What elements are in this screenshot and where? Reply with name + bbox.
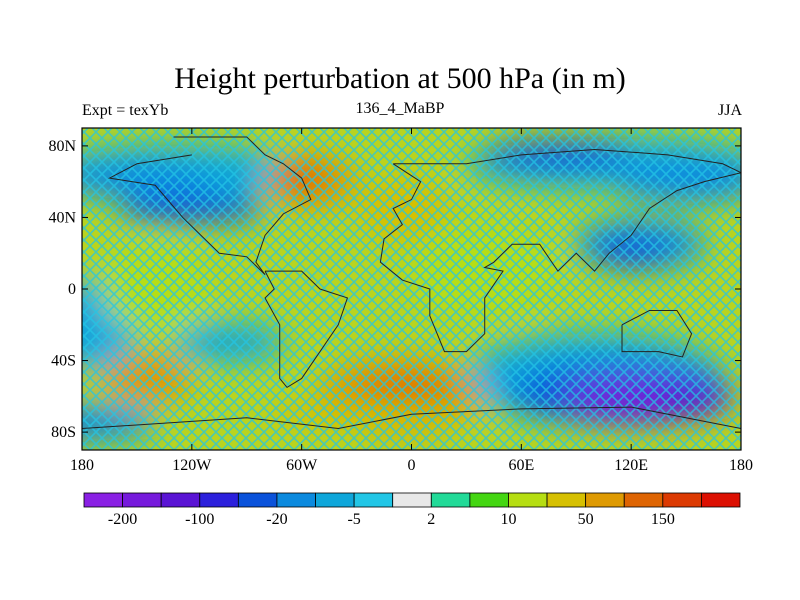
y-tick-label: 80S xyxy=(51,424,76,441)
field-hatching xyxy=(82,128,741,450)
period-label: 136_4_MaBP xyxy=(355,100,445,117)
colorbar-box xyxy=(315,492,355,508)
coastline xyxy=(621,309,693,358)
colorbar-label: 150 xyxy=(651,511,675,528)
x-tick-label: 120E xyxy=(614,457,648,474)
y-tick-label: 40N xyxy=(48,209,76,226)
season-label: JJA xyxy=(717,102,742,119)
coastline xyxy=(264,270,349,389)
colorbar-label: 10 xyxy=(500,511,516,528)
colorbar-box xyxy=(585,492,625,508)
y-tick-label: 40S xyxy=(51,353,76,370)
colorbar-box xyxy=(160,492,201,508)
colorbar-box xyxy=(122,492,162,508)
colorbar-box xyxy=(701,492,741,508)
experiment-label: Expt = texYb xyxy=(82,102,169,119)
colorbar-box xyxy=(353,492,394,508)
x-tick-label: 180 xyxy=(70,457,94,474)
colorbar-box xyxy=(546,492,587,508)
coastline xyxy=(379,148,741,353)
x-tick-label: 60W xyxy=(286,457,318,474)
colorbar-label: -5 xyxy=(347,511,360,528)
colorbar-box xyxy=(276,492,316,508)
colorbar-label: -20 xyxy=(266,511,287,528)
x-tick-label: 0 xyxy=(408,457,416,474)
coastline xyxy=(107,136,312,276)
colorbar-box xyxy=(469,492,509,508)
colorbar-box xyxy=(623,492,664,508)
colorbar-label: -200 xyxy=(108,511,137,528)
colorbar-label: 50 xyxy=(578,511,594,528)
plot-title: Height perturbation at 500 hPa (in m) xyxy=(174,62,626,95)
colorbar-box xyxy=(392,492,432,508)
x-tick-label: 180 xyxy=(729,457,753,474)
y-tick-label: 0 xyxy=(68,281,76,298)
colorbar-box xyxy=(237,492,278,508)
colorbar-label: 2 xyxy=(427,511,435,528)
x-tick-label: 60E xyxy=(508,457,534,474)
coastline xyxy=(82,406,741,430)
colorbar-box xyxy=(199,492,239,508)
colorbar-box xyxy=(83,492,123,508)
colorbar-box xyxy=(508,492,548,508)
colorbar-box xyxy=(662,492,702,508)
colorbar-box xyxy=(430,492,471,508)
y-tick-label: 80N xyxy=(48,138,76,155)
colorbar-label: -100 xyxy=(185,511,214,528)
x-tick-label: 120W xyxy=(172,457,212,474)
